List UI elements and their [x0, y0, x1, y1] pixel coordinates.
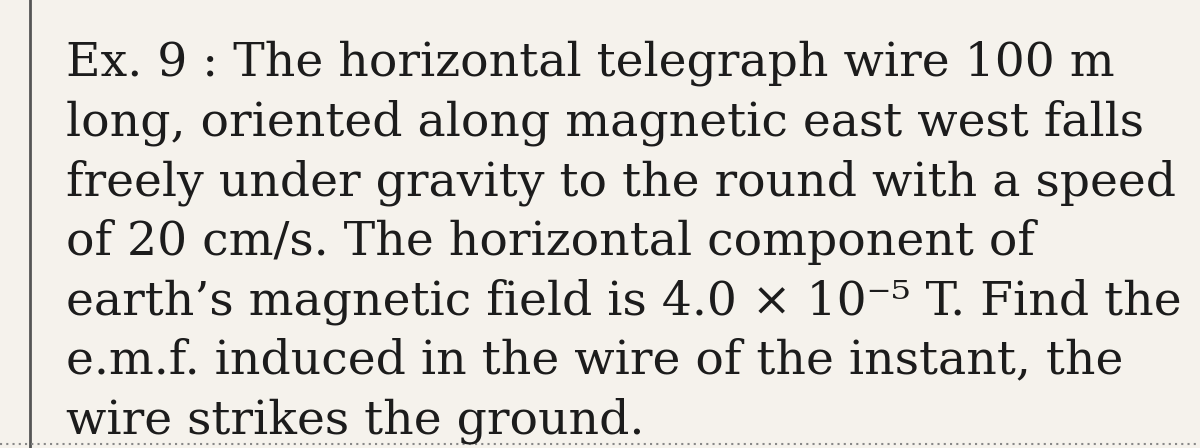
- Text: freely under gravity to the round with a speed: freely under gravity to the round with a…: [66, 159, 1176, 206]
- Text: wire strikes the ground.: wire strikes the ground.: [66, 398, 644, 444]
- Text: Ex. 9 : The horizontal telegraph wire 100 m: Ex. 9 : The horizontal telegraph wire 10…: [66, 40, 1115, 86]
- Text: e.m.f. induced in the wire of the instant, the: e.m.f. induced in the wire of the instan…: [66, 338, 1123, 383]
- Text: long, oriented along magnetic east west falls: long, oriented along magnetic east west …: [66, 100, 1144, 146]
- Text: earth’s magnetic field is 4.0 × 10⁻⁵ T. Find the: earth’s magnetic field is 4.0 × 10⁻⁵ T. …: [66, 279, 1182, 325]
- Text: of 20 cm/s. The horizontal component of: of 20 cm/s. The horizontal component of: [66, 219, 1034, 265]
